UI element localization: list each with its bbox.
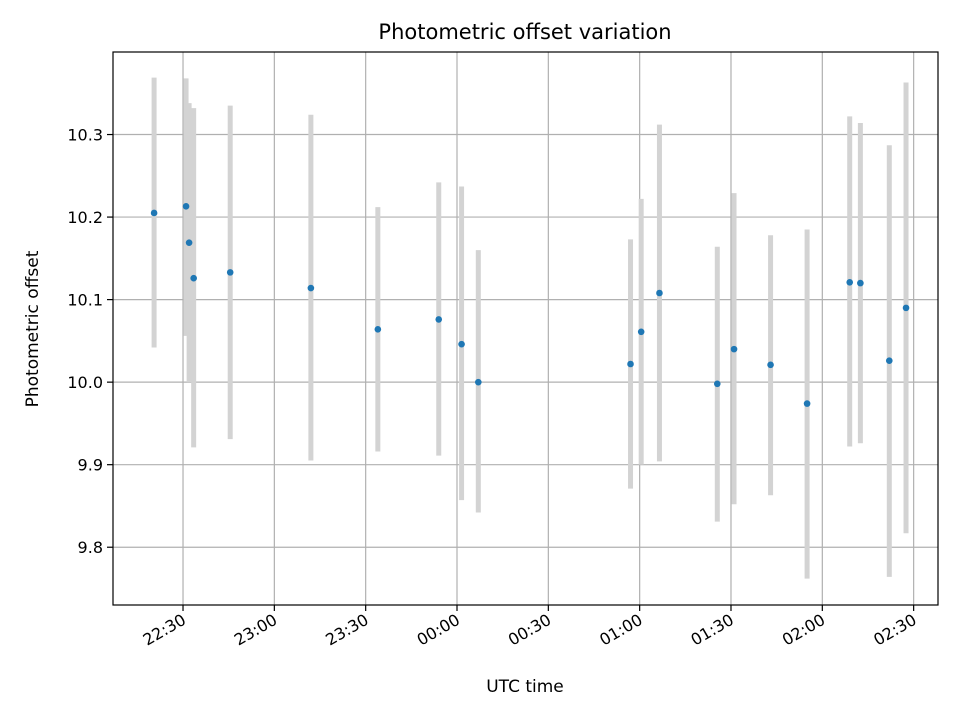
data-points [150,203,910,407]
data-point [902,304,910,312]
data-point [182,203,190,210]
data-point [374,326,382,333]
data-point [846,278,854,286]
y-tick-label: 9.9 [78,456,103,475]
data-point [637,328,645,336]
data-point [730,345,738,353]
data-point [475,378,482,386]
data-point [190,274,197,282]
y-tick-label: 10.1 [67,291,103,310]
data-point [656,289,663,297]
data-point [226,269,234,276]
data-point [150,209,158,217]
data-point [885,357,893,364]
y-axis: 9.8 9.9 10.0 10.1 10.2 10.3 [67,126,113,557]
data-point [627,360,634,368]
data-point [803,400,811,407]
plot-frame [112,51,939,606]
data-point [307,284,315,292]
y-tick-label: 9.8 [78,538,103,557]
data-point [185,239,193,246]
x-axis-label: UTC time [486,677,564,697]
data-point [435,316,443,323]
data-point [857,279,864,287]
y-tick-label: 10.0 [67,373,103,392]
data-point [458,340,465,348]
data-point [713,380,721,388]
data-point [767,361,774,369]
y-axis-label: Photometric offset [23,250,43,407]
chart-title: Photometric offset variation [378,20,671,44]
y-tick-label: 10.3 [67,126,103,145]
grid [113,52,938,605]
y-tick-label: 10.2 [67,208,103,227]
